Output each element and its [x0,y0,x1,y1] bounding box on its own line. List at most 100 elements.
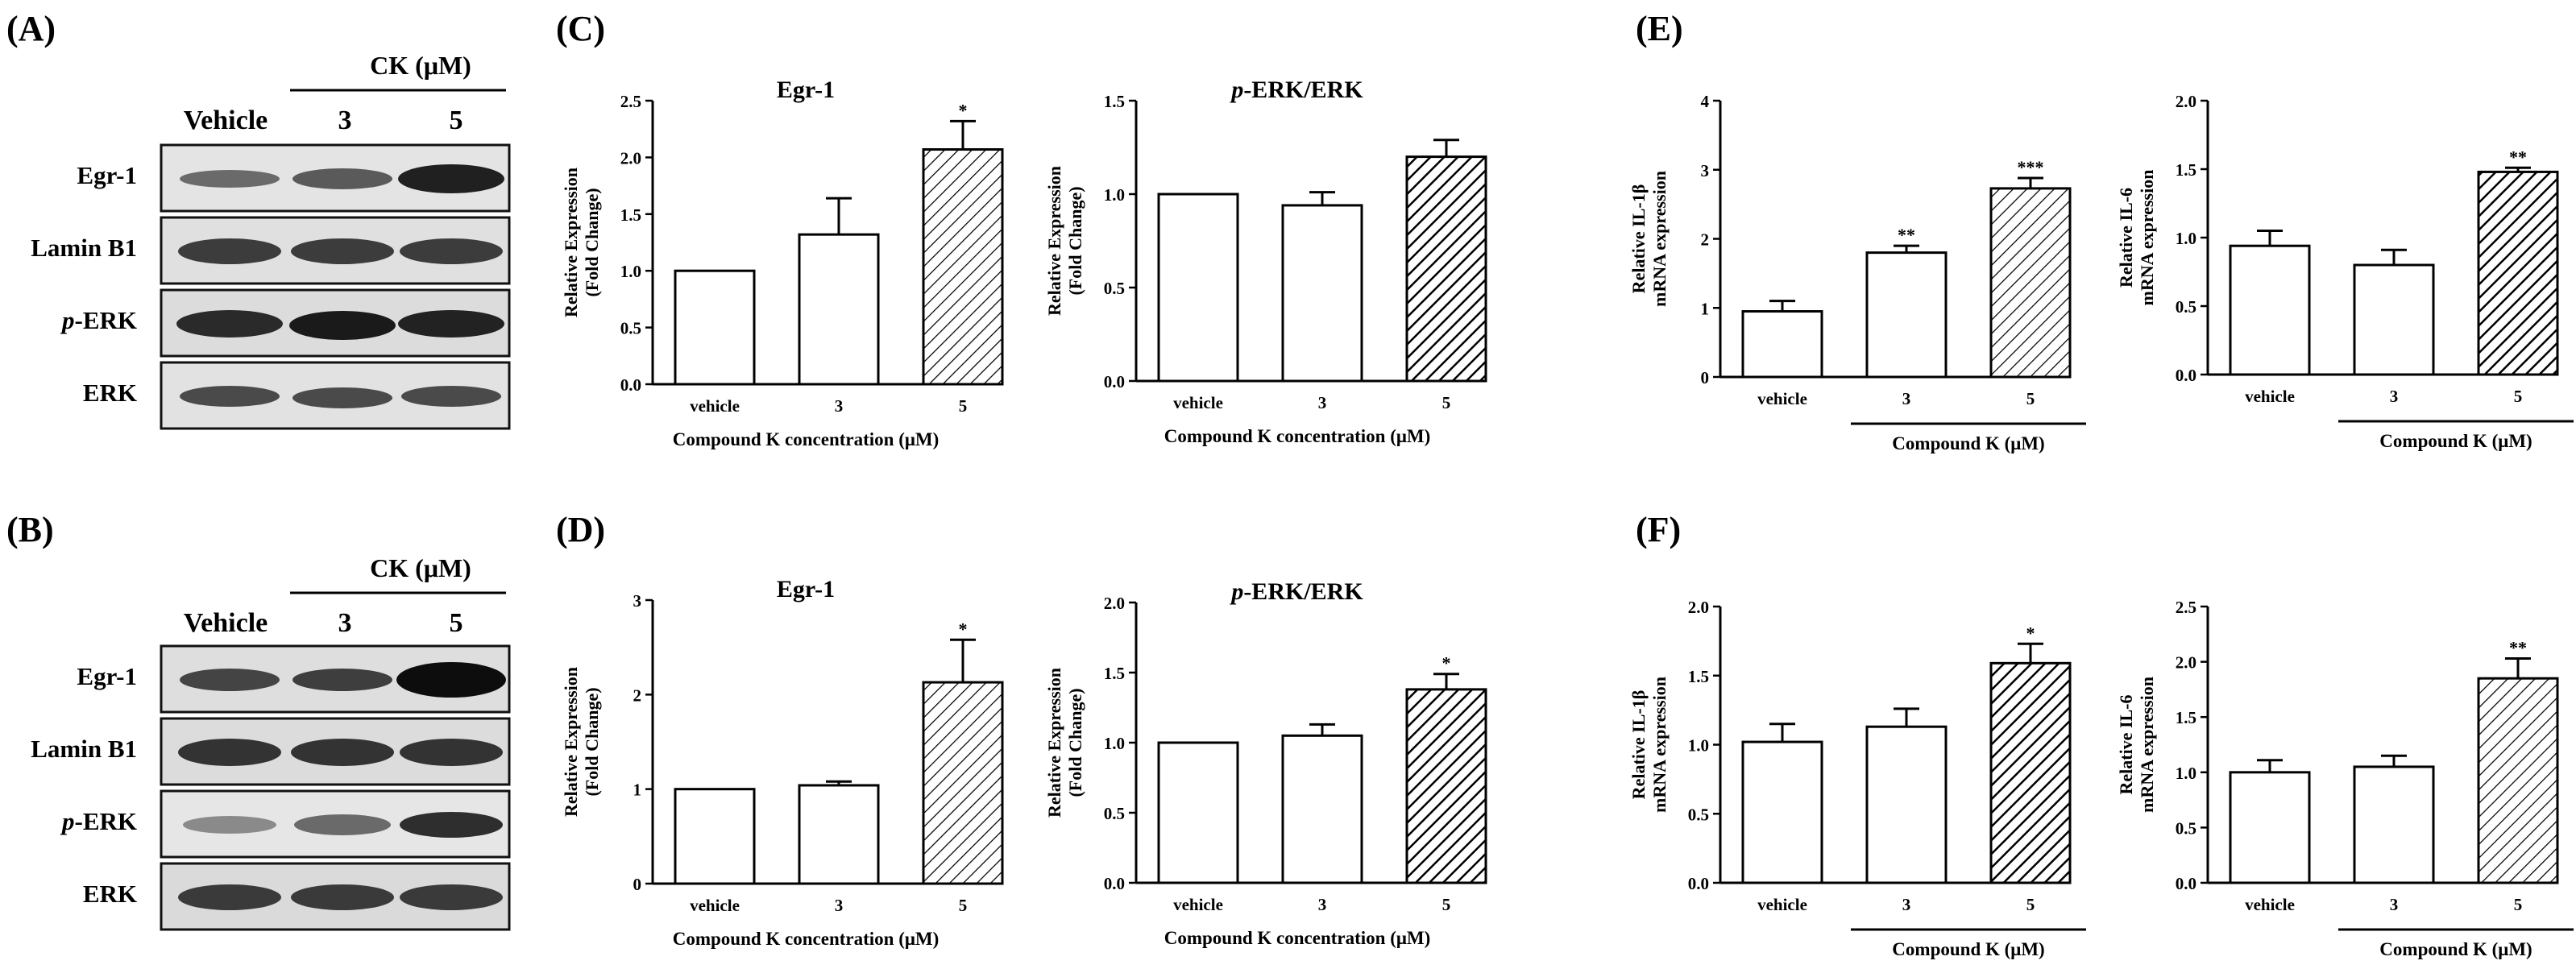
row-label-erk: ERK [83,880,137,908]
y-tick-label: 1 [1701,299,1710,318]
y-axis-label: Relative IL-6 [2116,694,2136,794]
band [180,669,280,691]
y-axis-label: Relative IL-1β [1628,184,1649,294]
y-axis-label: (Fold Change) [1065,688,1085,797]
y-axis-label: mRNA expression [2137,170,2157,306]
blot-strip-perk [160,789,511,859]
bar-5 [922,681,1004,885]
bar-3 [1865,725,1948,884]
bar-5 [1405,688,1487,884]
phospho-prefix: p [60,807,75,835]
y-tick-label: 0.0 [1104,874,1125,893]
x-axis-label: Compound K (μM) [1892,939,2044,959]
band [400,812,503,838]
panel-label-d: (D) [556,510,605,549]
band [183,816,276,834]
bar-vehicle [2229,771,2311,884]
blot-strip-egr1 [160,143,511,213]
chart-c-perk-erk: 0.0 0.5 1.0 1.5 vehicle 3 5 p-ERK/ERK Compound K… [1044,77,1487,446]
x-axis-label: Compound K concentration (μM) [673,929,940,949]
y-tick-label: 0.0 [2176,366,2196,385]
panel-label-c: (C) [556,9,605,48]
y-tick-label: 0.0 [2176,874,2196,893]
x-axis-label: Compound K (μM) [2379,431,2532,451]
y-axis-label: Relative Expression [561,168,581,317]
y-tick-label: 0.0 [1688,874,1709,893]
y-tick-label: 2.5 [2176,598,2196,617]
chart-title: p-ERK/ERK [1229,77,1363,103]
x-tick-label: 3 [1318,895,1327,914]
y-tick-label: 2.0 [1104,594,1125,613]
y-tick-label: 4 [1701,92,1710,111]
y-tick-label: 0.0 [620,375,641,395]
y-tick-label: 1.0 [2176,764,2196,783]
y-tick-label: 1.5 [620,205,641,225]
y-tick-label: 1.0 [1104,185,1125,205]
bar-3 [798,784,880,885]
band [292,168,392,189]
phospho-prefix: p [1229,77,1243,103]
band [178,238,281,264]
bar-3 [2353,263,2435,376]
chart-e-il1b: 0 1 2 3 4 vehicle ** 3 *** 5 Compound K (μM) Relati… [1628,92,2086,453]
y-tick-label: 0.0 [1104,372,1125,391]
x-tick-label: 3 [1902,895,1911,914]
blot-strip-laminb1 [160,717,511,786]
bar-vehicle [1157,193,1239,383]
x-tick-label: vehicle [2245,387,2295,406]
y-axis-label: Relative Expression [1044,166,1064,316]
band [292,387,392,408]
x-tick-label: vehicle [1173,393,1223,412]
row-label-laminb1: Lamin B1 [31,234,137,262]
bar-3 [1281,204,1363,383]
band [180,386,280,407]
bar-5 [2477,170,2559,376]
phospho-prefix: p [1229,578,1243,605]
y-axis-label: (Fold Change) [582,188,602,296]
x-tick-label: vehicle [690,396,740,416]
band [400,739,503,766]
band [398,164,504,193]
band [178,884,281,910]
lane-label-5: 5 [450,106,463,135]
phospho-prefix: p [60,306,75,334]
blot-strip-perk [160,288,511,358]
blot-strip-erk [160,862,511,931]
bar-5 [1405,155,1487,383]
significance-marker: * [1442,653,1451,673]
bar-vehicle [2229,244,2311,376]
bar-5 [922,148,1004,386]
band [396,662,506,698]
bar-vehicle [1741,740,1823,884]
chart-f-il1b: 0.0 0.5 1.0 1.5 2.0 vehicle 3 * 5 Compound K (μM)… [1628,598,2086,959]
chart-e-il6: 0.0 0.5 1.0 1.5 2.0 vehicle 3 ** 5 Compound K (μM… [2116,92,2574,451]
y-axis-label: (Fold Change) [582,687,602,796]
western-blot-a: CK (μM) Vehicle 3 5 Egr-1 Lamin B1 p-ERK… [31,51,511,430]
bar-vehicle [1157,741,1239,884]
y-tick-label: 0.5 [620,319,641,338]
y-tick-label: 1.5 [1104,92,1125,111]
western-blot-b: CK (μM) Vehicle 3 5 Egr-1 Lamin B1 p-ERK… [31,553,511,931]
bar-3 [2353,765,2435,884]
y-tick-label: 0.5 [2176,818,2196,838]
x-tick-label: 3 [835,896,844,915]
significance-marker: ** [2509,147,2527,167]
band [401,386,501,407]
band [291,884,394,910]
x-axis-label: Compound K concentration (μM) [1164,928,1431,948]
x-axis-label: Compound K concentration (μM) [673,429,940,449]
x-tick-label: vehicle [1757,895,1807,914]
band [294,814,391,835]
y-tick-label: 1 [633,781,642,800]
treatment-label: CK (μM) [370,553,471,582]
bar-3 [798,233,880,386]
bar-5 [1989,187,2072,379]
y-axis-label: mRNA expression [2137,677,2157,813]
bar-5 [2477,677,2559,884]
y-tick-label: 1.0 [1104,734,1125,753]
x-tick-label: 3 [1318,393,1327,412]
band [178,739,281,766]
band [180,170,280,188]
x-axis-label: Compound K (μM) [1892,433,2044,453]
